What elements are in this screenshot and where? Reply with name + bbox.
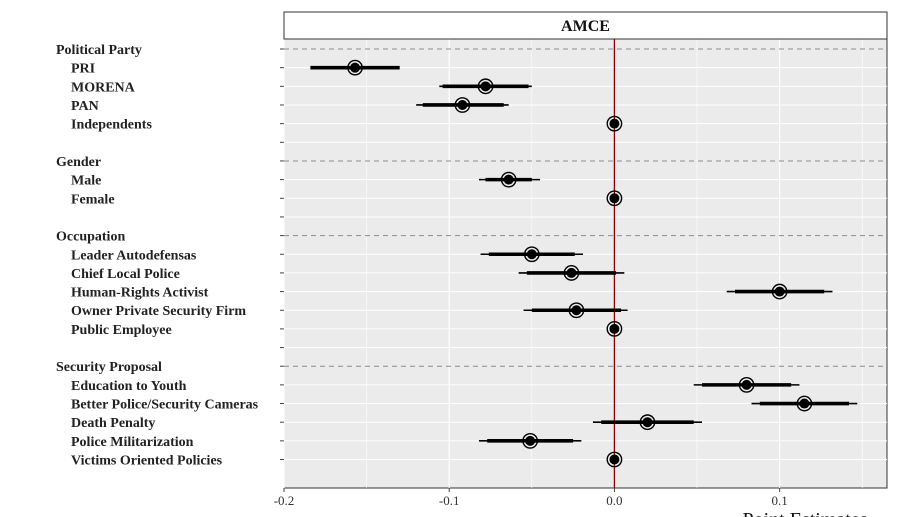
group-label: Occupation	[56, 230, 125, 245]
group-label: Gender	[56, 155, 101, 170]
row-label: Male	[71, 174, 101, 189]
row-label: Death Penalty	[71, 416, 155, 431]
row-label: Independents	[71, 118, 152, 133]
estimate-ring	[454, 97, 471, 113]
estimate-point	[503, 174, 514, 185]
x-tick-label: -0.2	[274, 493, 295, 508]
facet-strip-title: AMCE	[561, 18, 610, 35]
estimate-ring	[500, 171, 517, 188]
x-axis: -0.2 -0.1 0.0 0.1	[274, 48, 788, 508]
group-label: Political Party	[56, 43, 142, 58]
estimate-point	[609, 323, 620, 334]
estimate-ring	[606, 190, 623, 207]
row-label: Female	[71, 192, 115, 207]
row-label: Public Employee	[71, 323, 172, 338]
estimate-ring	[796, 395, 813, 412]
estimate-ring	[522, 432, 539, 449]
estimate-point	[609, 454, 620, 465]
estimate-ring	[771, 283, 788, 300]
estimate-ring	[606, 115, 623, 132]
row-label: Better Police/Security Cameras	[71, 398, 259, 413]
row-label: Police Militarization	[71, 435, 194, 450]
estimate-point	[457, 99, 468, 110]
estimate-ring	[639, 414, 656, 431]
x-tick-label: 0.1	[771, 493, 787, 508]
estimate-ring	[347, 59, 363, 76]
plot-panel	[283, 38, 888, 489]
row-label: Victims Oriented Policies	[71, 454, 223, 469]
estimate-ring	[477, 78, 494, 95]
estimate-point	[566, 267, 577, 278]
facet-strip-background	[283, 11, 888, 40]
row-label: Leader Autodefensas	[71, 248, 197, 263]
x-tick-label: 0.0	[606, 493, 622, 508]
row-label: MORENA	[71, 80, 136, 95]
row-label: Human-Rights Activist	[71, 286, 209, 301]
estimate-ring	[738, 376, 755, 393]
estimate-point	[774, 286, 785, 297]
estimate-point	[480, 81, 491, 92]
estimate-point	[799, 398, 810, 409]
row-label: Education to Youth	[71, 379, 187, 394]
panel-background	[283, 38, 888, 489]
estimate-ring	[606, 451, 623, 468]
estimate-point	[642, 417, 653, 428]
estimate-point	[741, 379, 752, 390]
estimate-ring	[563, 265, 580, 281]
facet-strip: AMCE	[283, 11, 888, 40]
estimate-marks	[310, 39, 858, 488]
estimate-point	[526, 249, 537, 260]
estimate-point	[525, 435, 536, 446]
estimate-point	[350, 62, 361, 73]
estimate-ring	[606, 320, 623, 337]
estimate-point	[609, 118, 620, 129]
row-label: PRI	[71, 62, 95, 77]
row-labels: Political Party PRI MORENA PAN Independents G…	[56, 43, 259, 469]
row-label: Chief Local Police	[71, 267, 180, 282]
estimate-point	[609, 193, 620, 204]
row-label: PAN	[71, 99, 99, 114]
estimate-point	[571, 305, 582, 316]
estimate-ring	[568, 302, 585, 319]
x-tick-label: -0.1	[439, 493, 460, 508]
group-label: Security Proposal	[56, 360, 162, 375]
x-axis-title: Point Estimates	[743, 509, 868, 517]
estimate-ring	[523, 246, 540, 263]
row-label: Owner Private Security Firm	[71, 304, 246, 319]
